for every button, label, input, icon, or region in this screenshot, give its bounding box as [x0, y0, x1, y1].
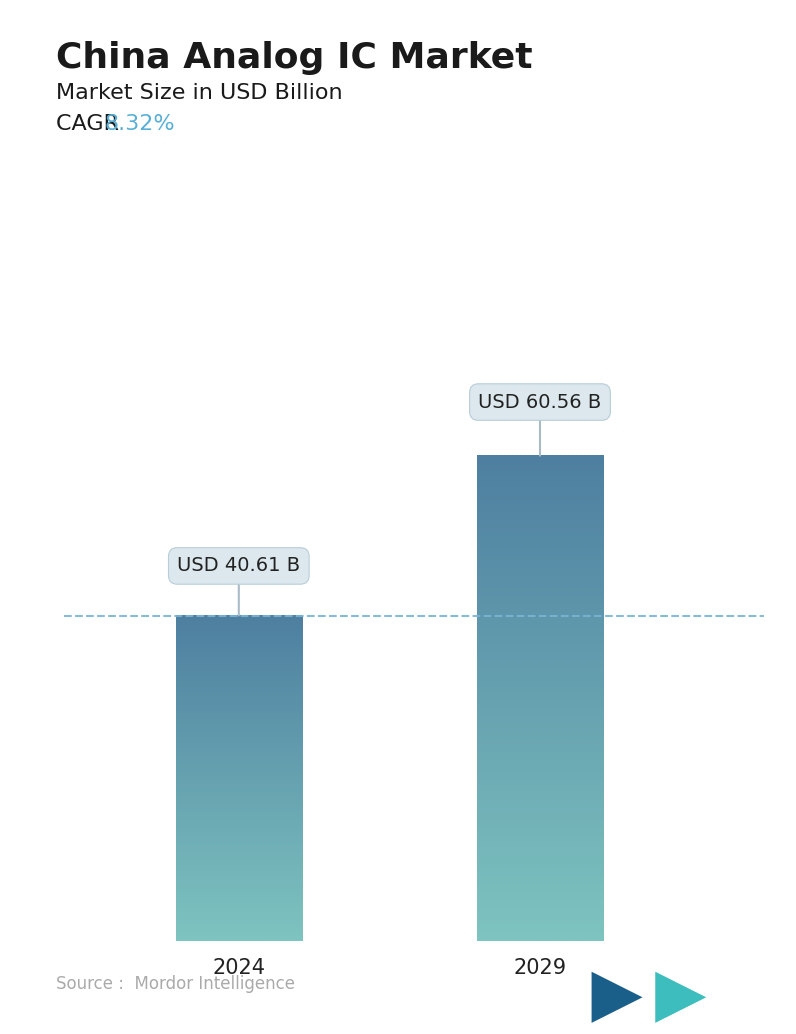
Text: Market Size in USD Billion: Market Size in USD Billion	[56, 83, 342, 102]
Polygon shape	[655, 972, 706, 1023]
Text: 8.32%: 8.32%	[104, 114, 175, 133]
Polygon shape	[591, 972, 642, 1023]
Text: USD 60.56 B: USD 60.56 B	[478, 393, 602, 456]
Text: China Analog IC Market: China Analog IC Market	[56, 41, 533, 75]
Text: USD 40.61 B: USD 40.61 B	[178, 556, 300, 615]
Text: Source :  Mordor Intelligence: Source : Mordor Intelligence	[56, 975, 295, 993]
Text: CAGR: CAGR	[56, 114, 126, 133]
